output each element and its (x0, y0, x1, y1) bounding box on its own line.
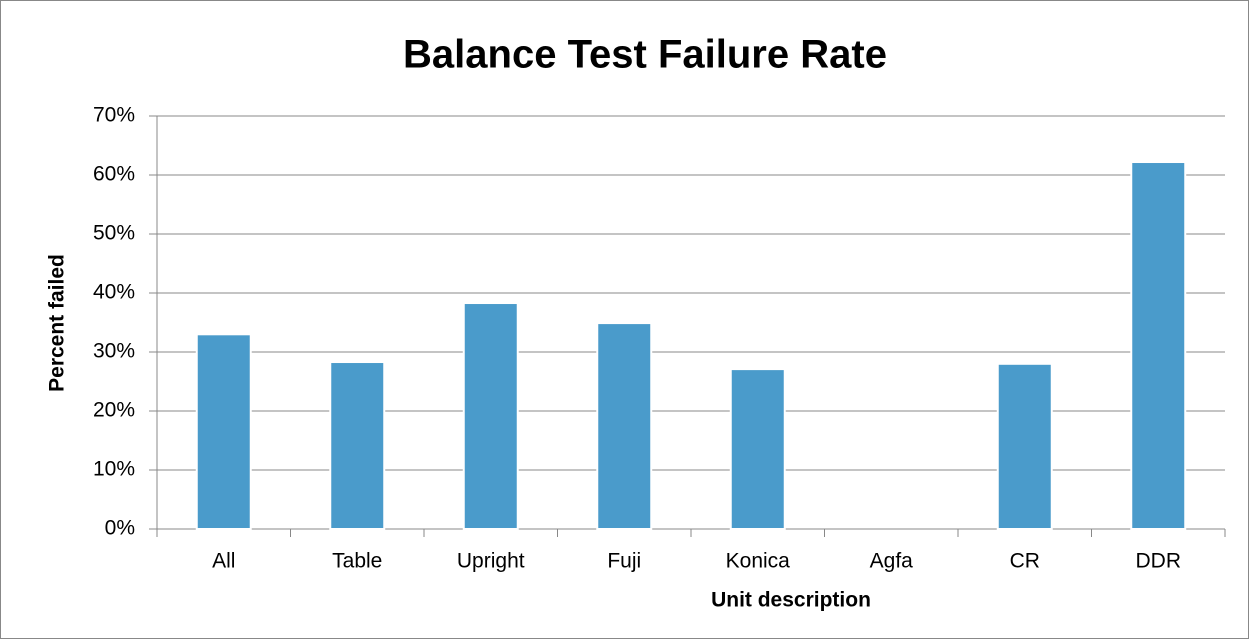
y-tick-label: 20% (93, 399, 135, 422)
bar (195, 333, 252, 530)
x-tick-label: All (212, 550, 235, 573)
bar (729, 368, 786, 530)
y-tick-label: 60% (93, 163, 135, 186)
chart-title: Balance Test Failure Rate (403, 33, 887, 77)
x-tick-label: Upright (457, 550, 525, 573)
bar (1130, 161, 1187, 531)
bar (996, 362, 1053, 530)
bar (329, 361, 386, 530)
y-tick-label: 0% (105, 517, 135, 540)
y-tick-label: 10% (93, 458, 135, 481)
y-tick-label: 70% (93, 104, 135, 127)
x-tick-label: Konica (726, 550, 791, 573)
x-axis-title: Unit description (711, 589, 871, 612)
bar (462, 302, 519, 530)
y-tick-label: 30% (93, 340, 135, 363)
y-tick-label: 50% (93, 222, 135, 245)
y-tick-label: 40% (93, 281, 135, 304)
x-tick-label: Table (332, 550, 382, 573)
x-tick-label: CR (1010, 550, 1040, 573)
bar (596, 322, 653, 530)
y-axis-title: Percent failed (46, 254, 69, 392)
x-tick-label: Agfa (870, 550, 914, 573)
x-tick-label: DDR (1136, 550, 1182, 573)
x-tick-label: Fuji (607, 550, 641, 573)
